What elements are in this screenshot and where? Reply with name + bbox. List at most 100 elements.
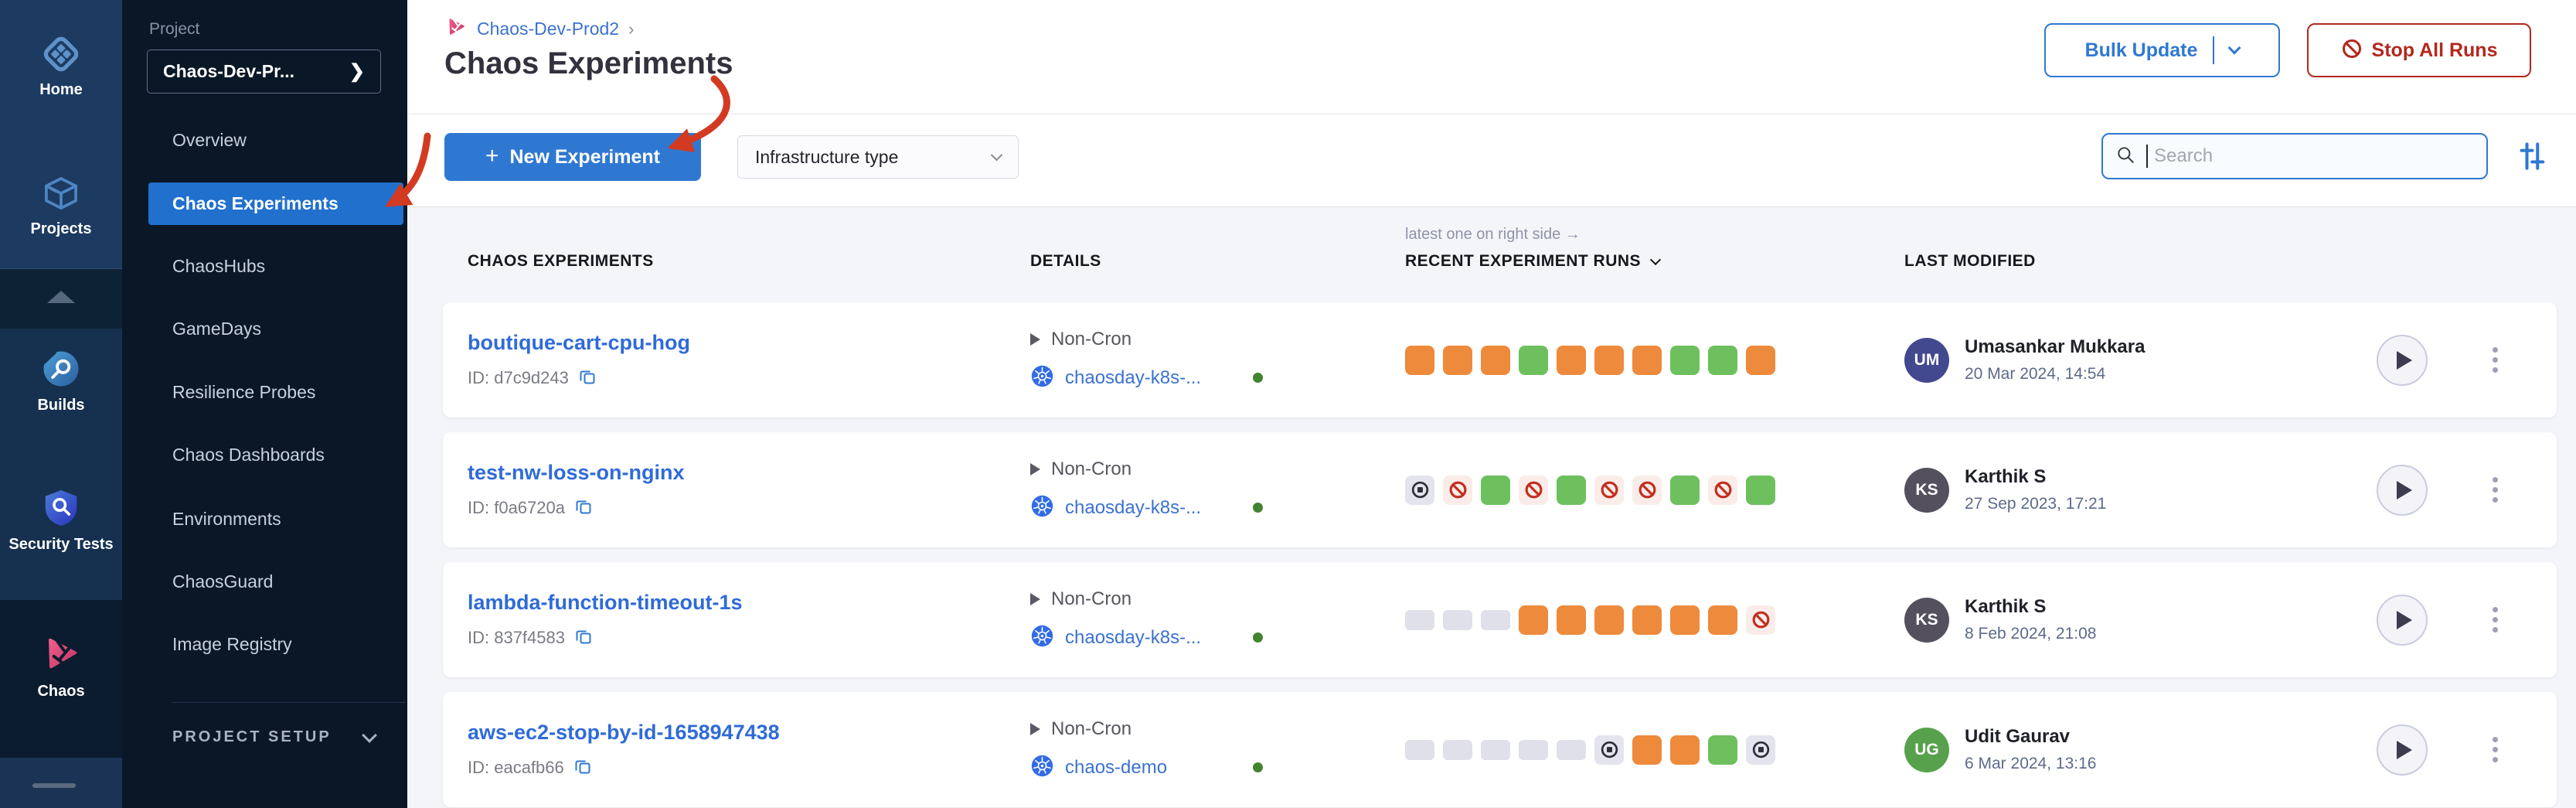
sidebar-item-image-registry[interactable]: Image Registry bbox=[172, 634, 292, 654]
run-experiment-button[interactable] bbox=[2377, 724, 2428, 776]
run-indicator-orange[interactable] bbox=[1519, 605, 1548, 635]
run-indicator-orange[interactable] bbox=[1557, 605, 1586, 635]
row-actions bbox=[2377, 724, 2557, 776]
experiment-name-link[interactable]: test-nw-loss-on-nginx bbox=[468, 460, 685, 484]
run-indicator-green[interactable] bbox=[1670, 475, 1700, 505]
button-separator bbox=[2213, 36, 2215, 64]
run-indicator-orange[interactable] bbox=[1443, 345, 1472, 375]
breadcrumb[interactable]: Chaos-Dev-Prod2 › bbox=[444, 15, 634, 43]
sidebar-item-chaosguard[interactable]: ChaosGuard bbox=[172, 571, 274, 592]
run-indicator-empty[interactable] bbox=[1557, 739, 1586, 760]
collapse-rail-icon[interactable] bbox=[47, 291, 75, 303]
run-indicator-failed[interactable] bbox=[1708, 475, 1737, 505]
experiment-name-link[interactable]: aws-ec2-stop-by-id-1658947438 bbox=[468, 720, 780, 744]
infrastructure-link[interactable]: chaos-demo bbox=[1065, 756, 1168, 778]
run-indicator-orange[interactable] bbox=[1405, 345, 1434, 375]
stop-all-runs-button[interactable]: Stop All Runs bbox=[2307, 23, 2531, 77]
copy-icon[interactable] bbox=[573, 757, 592, 779]
new-experiment-button[interactable]: + New Experiment bbox=[444, 133, 701, 181]
expand-caret-icon[interactable] bbox=[1030, 462, 1040, 476]
copy-icon[interactable] bbox=[574, 627, 593, 649]
run-indicator-empty[interactable] bbox=[1405, 609, 1434, 630]
run-indicator-failed[interactable] bbox=[1443, 475, 1472, 505]
filter-icon[interactable] bbox=[2514, 139, 2548, 177]
copy-icon[interactable] bbox=[578, 367, 597, 390]
rail-item-home[interactable]: Home bbox=[0, 34, 122, 99]
row-menu-button[interactable] bbox=[2488, 732, 2503, 767]
expand-caret-icon[interactable] bbox=[1030, 722, 1040, 735]
search-input[interactable] bbox=[2154, 145, 2474, 167]
run-indicator-orange[interactable] bbox=[1632, 605, 1662, 635]
run-indicator-stopped[interactable] bbox=[1594, 735, 1624, 765]
project-selector[interactable]: Chaos-Dev-Pr... ❯ bbox=[147, 49, 381, 94]
rail-item-chaos[interactable]: Chaos bbox=[0, 632, 122, 701]
rail-item-security-tests[interactable]: Security Tests bbox=[0, 487, 122, 554]
run-indicator-orange[interactable] bbox=[1632, 345, 1662, 375]
search-box[interactable] bbox=[2101, 133, 2488, 179]
run-indicator-green[interactable] bbox=[1708, 735, 1737, 765]
chevron-down-icon[interactable] bbox=[2227, 41, 2241, 55]
sidebar-item-chaos-dashboards[interactable]: Chaos Dashboards bbox=[172, 445, 325, 465]
sidebar-item-overview[interactable]: Overview bbox=[172, 130, 247, 150]
experiment-name-link[interactable]: lambda-function-timeout-1s bbox=[468, 590, 743, 614]
rail-item-projects[interactable]: Projects bbox=[0, 173, 122, 238]
run-indicator-orange[interactable] bbox=[1594, 605, 1624, 635]
run-indicator-failed[interactable] bbox=[1519, 475, 1548, 505]
expand-caret-icon[interactable] bbox=[1030, 592, 1040, 605]
run-indicator-orange[interactable] bbox=[1746, 345, 1775, 375]
run-indicator-orange[interactable] bbox=[1594, 345, 1624, 375]
plus-icon: + bbox=[485, 142, 499, 169]
column-header-runs[interactable]: RECENT EXPERIMENT RUNS bbox=[1405, 252, 1642, 270]
sidebar-item-chaoshubs[interactable]: ChaosHubs bbox=[172, 256, 266, 276]
run-experiment-button[interactable] bbox=[2377, 464, 2428, 516]
sidebar-item-environments[interactable]: Environments bbox=[172, 509, 281, 529]
run-indicator-stopped[interactable] bbox=[1746, 735, 1775, 765]
row-menu-button[interactable] bbox=[2488, 602, 2503, 637]
rail-drag-handle[interactable] bbox=[32, 783, 76, 788]
rail-item-builds[interactable]: Builds bbox=[0, 348, 122, 414]
infrastructure-link[interactable]: chaosday-k8s-... bbox=[1065, 626, 1202, 648]
run-indicator-empty[interactable] bbox=[1519, 739, 1548, 760]
run-experiment-button[interactable] bbox=[2377, 594, 2428, 646]
breadcrumb-project-link[interactable]: Chaos-Dev-Prod2 bbox=[477, 19, 620, 39]
infra-status-dot bbox=[1253, 632, 1263, 643]
run-indicator-orange[interactable] bbox=[1632, 735, 1662, 765]
run-indicator-orange[interactable] bbox=[1708, 605, 1737, 635]
experiment-name-link[interactable]: boutique-cart-cpu-hog bbox=[468, 330, 690, 354]
run-indicator-green[interactable] bbox=[1557, 475, 1586, 505]
run-indicator-empty[interactable] bbox=[1481, 739, 1510, 760]
sidebar-item-chaos-experiments[interactable]: Chaos Experiments bbox=[148, 182, 403, 225]
run-indicator-orange[interactable] bbox=[1557, 345, 1586, 375]
sort-chevron-icon[interactable] bbox=[1649, 254, 1662, 265]
infra-status-dot bbox=[1253, 373, 1263, 383]
sidebar-item-resilience-probes[interactable]: Resilience Probes bbox=[172, 382, 316, 402]
run-indicator-empty[interactable] bbox=[1443, 609, 1472, 630]
infrastructure-link[interactable]: chaosday-k8s-... bbox=[1065, 366, 1202, 388]
run-indicator-orange[interactable] bbox=[1670, 605, 1700, 635]
run-indicator-orange[interactable] bbox=[1481, 345, 1510, 375]
run-indicator-green[interactable] bbox=[1708, 345, 1737, 375]
infrastructure-link[interactable]: chaosday-k8s-... bbox=[1065, 496, 1202, 518]
run-indicator-empty[interactable] bbox=[1405, 739, 1434, 760]
bulk-update-button[interactable]: Bulk Update bbox=[2044, 23, 2280, 77]
expand-caret-icon[interactable] bbox=[1030, 332, 1040, 346]
run-indicator-orange[interactable] bbox=[1670, 735, 1700, 765]
run-experiment-button[interactable] bbox=[2377, 334, 2428, 386]
details-cell: Non-Cron chaosday-k8s-... bbox=[1030, 459, 1405, 522]
run-indicator-stopped[interactable] bbox=[1405, 475, 1434, 505]
run-indicator-failed[interactable] bbox=[1746, 605, 1775, 635]
sidebar-item-gamedays[interactable]: GameDays bbox=[172, 319, 262, 339]
copy-icon[interactable] bbox=[574, 497, 593, 520]
run-indicator-empty[interactable] bbox=[1481, 609, 1510, 630]
row-menu-button[interactable] bbox=[2488, 343, 2503, 377]
run-indicator-green[interactable] bbox=[1519, 345, 1548, 375]
project-setup-toggle[interactable]: PROJECT SETUP bbox=[172, 727, 377, 746]
run-indicator-empty[interactable] bbox=[1443, 739, 1472, 760]
run-indicator-failed[interactable] bbox=[1632, 475, 1662, 505]
row-menu-button[interactable] bbox=[2488, 472, 2503, 507]
infrastructure-type-select[interactable]: Infrastructure type bbox=[737, 135, 1019, 179]
run-indicator-green[interactable] bbox=[1481, 475, 1510, 505]
run-indicator-failed[interactable] bbox=[1594, 475, 1624, 505]
run-indicator-green[interactable] bbox=[1670, 345, 1700, 375]
run-indicator-green[interactable] bbox=[1746, 475, 1775, 505]
